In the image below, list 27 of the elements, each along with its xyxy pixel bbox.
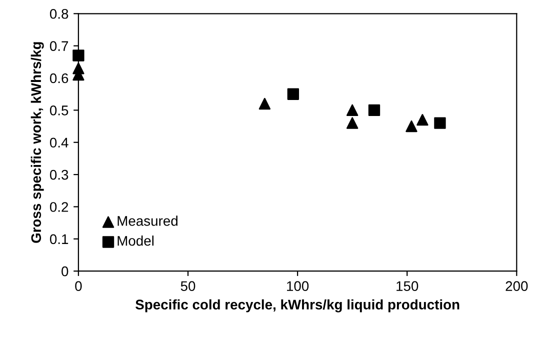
point [72, 50, 84, 62]
y-tick-label: 0.6 [50, 73, 68, 84]
x-tick-label: 50 [180, 281, 196, 292]
x-tick-label: 200 [506, 281, 528, 292]
x-tick-label: 100 [287, 281, 309, 292]
legend-label: Model [118, 236, 154, 246]
y-axis-title: Gross specific work, kWhrs/kg [30, 42, 44, 243]
y-tick-label: 0.3 [50, 170, 68, 180]
y-tick-label: 0.5 [50, 106, 68, 116]
legend-label: Measured [118, 216, 178, 226]
point [434, 117, 446, 129]
x-axis-title: Specific cold recycle, kWhrs/kg liquid production [136, 299, 460, 312]
y-tick-label: 0.7 [50, 41, 68, 51]
point [346, 104, 358, 116]
y-tick-label: 0.8 [50, 8, 68, 19]
point [287, 88, 300, 100]
x-tick-label: 150 [396, 281, 418, 292]
y-tick-label: 0.1 [50, 234, 68, 244]
point [346, 117, 358, 129]
point [416, 114, 428, 126]
y-tick-label: 0.2 [50, 202, 68, 212]
x-tick-label: 0 [75, 281, 82, 292]
point [258, 98, 271, 110]
point [406, 120, 418, 132]
y-tick-label: 0 [62, 266, 68, 276]
point [368, 104, 380, 116]
y-tick-label: 0.4 [50, 138, 68, 148]
